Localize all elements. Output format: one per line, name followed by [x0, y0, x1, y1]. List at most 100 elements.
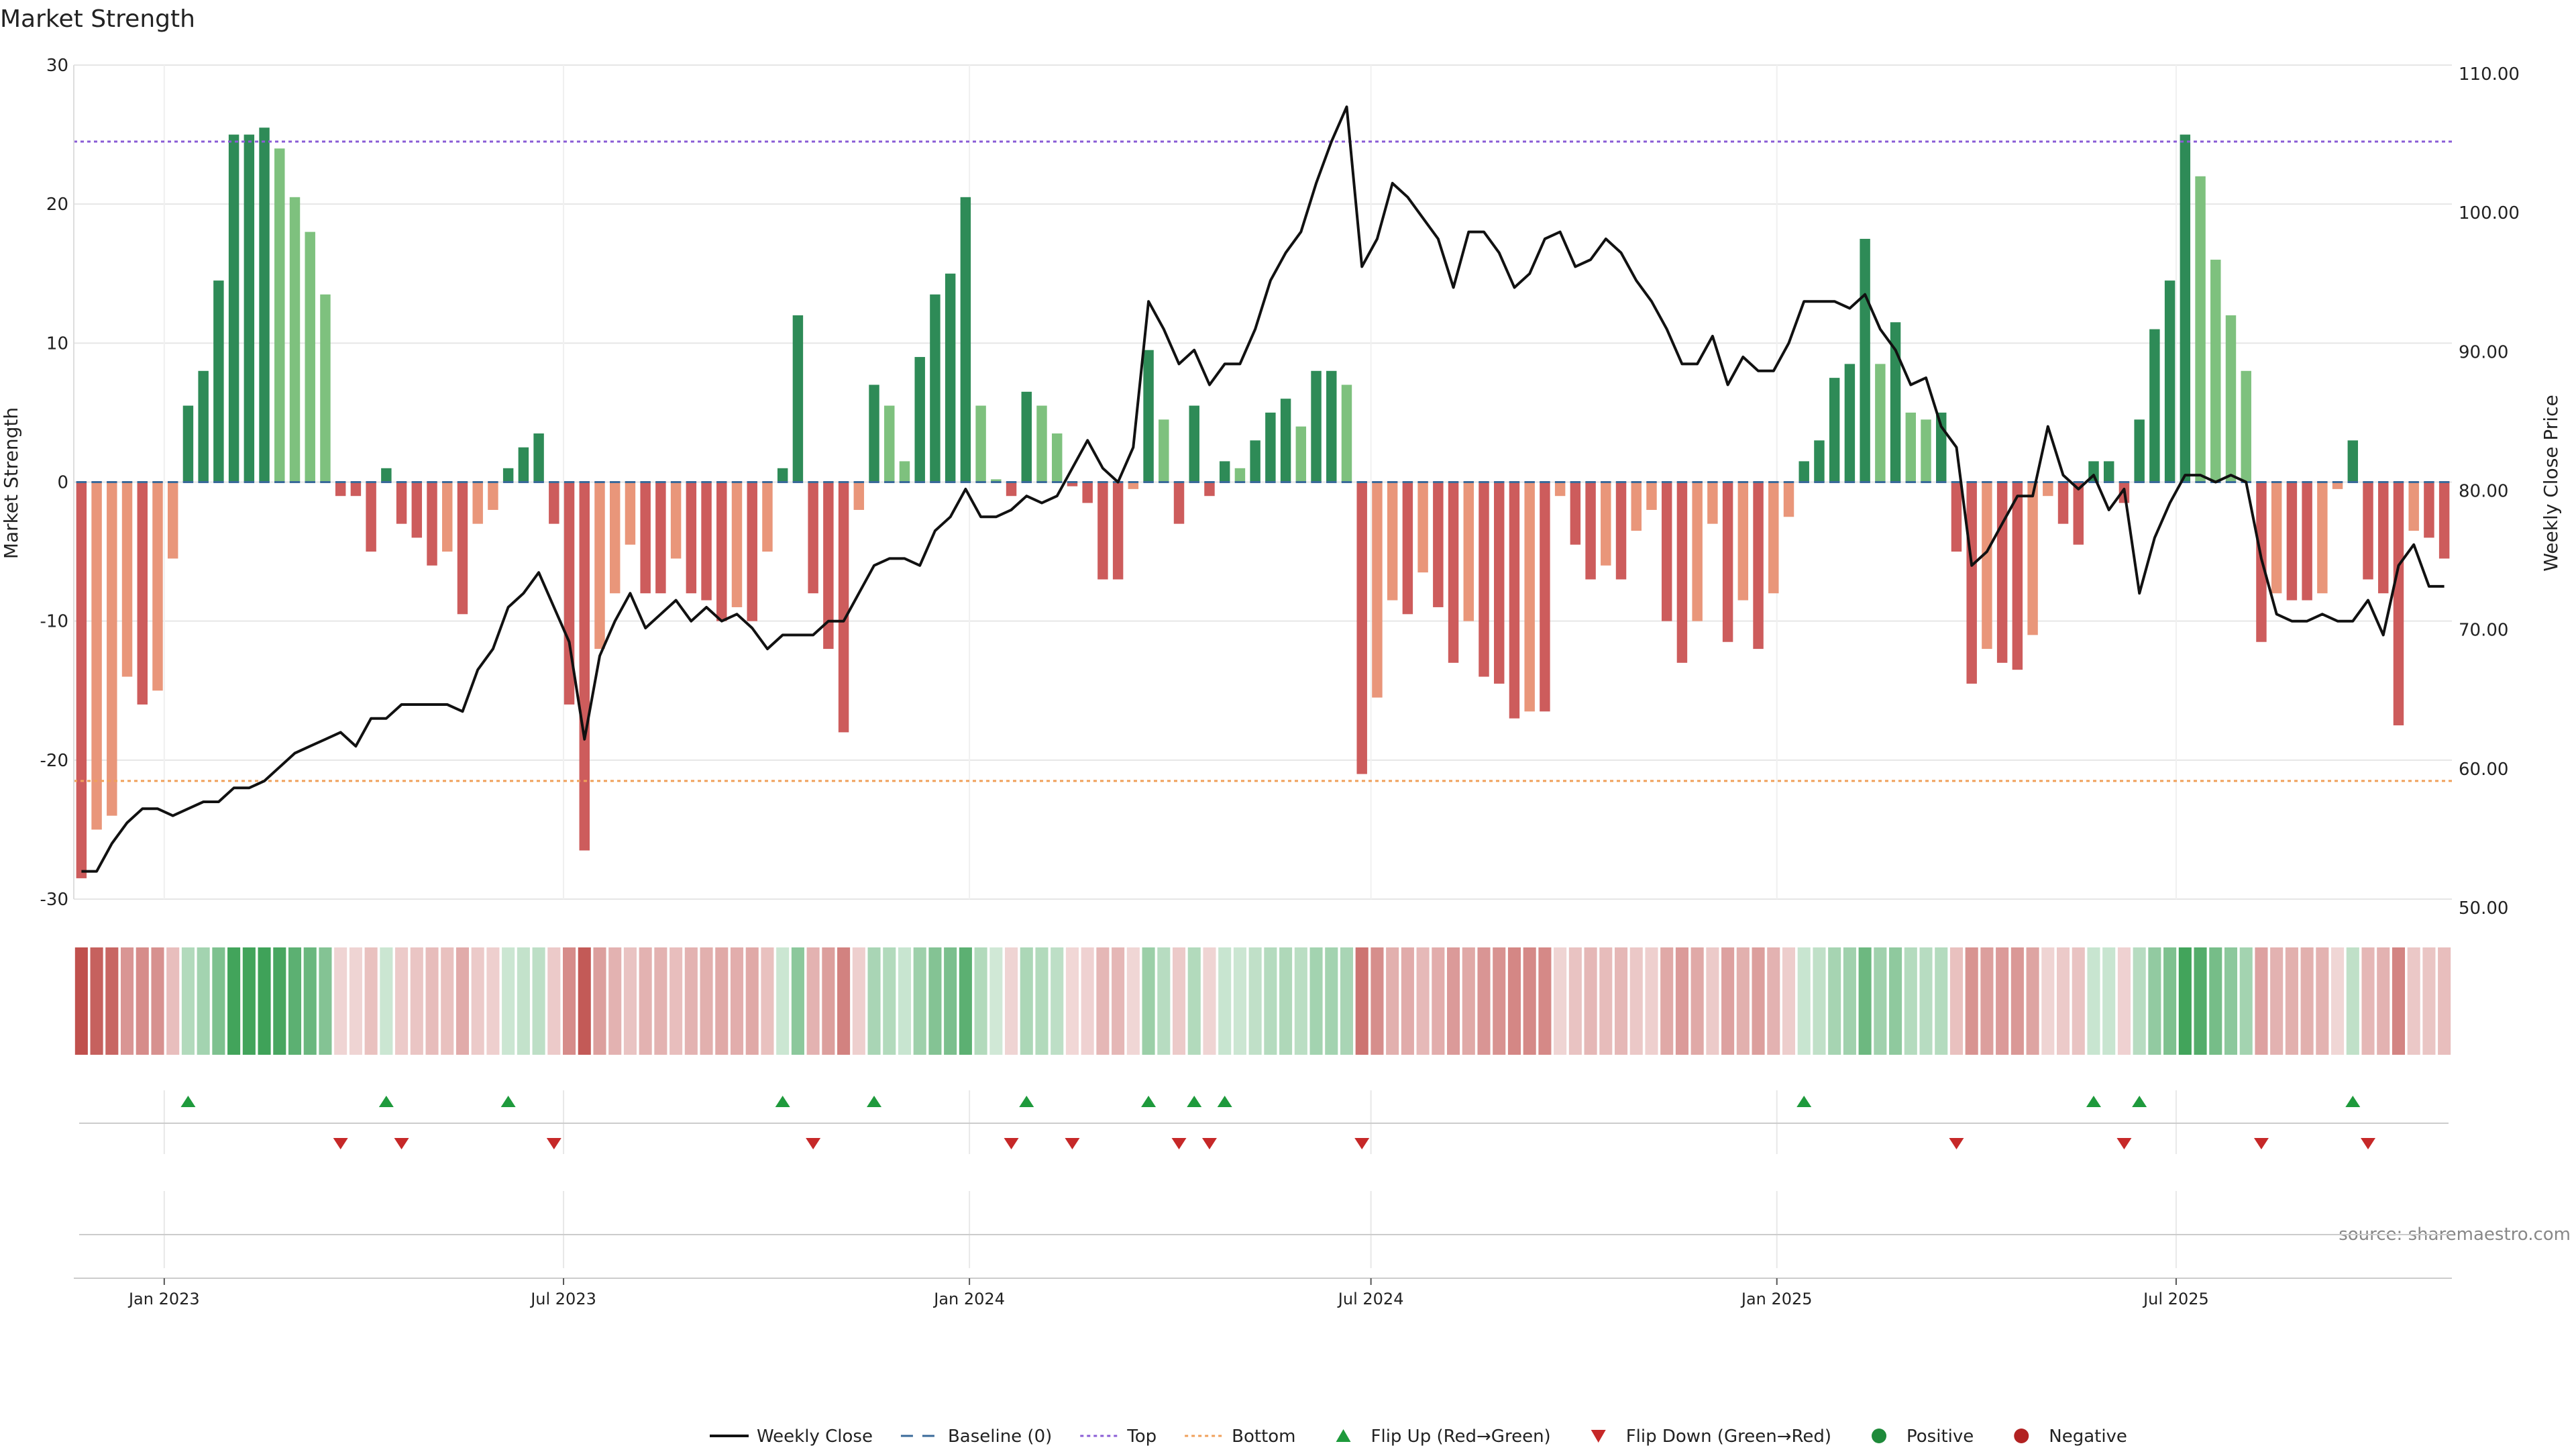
strength-bar	[1204, 482, 1215, 497]
strip-cell	[1752, 947, 1765, 1055]
weekly-close-line	[81, 105, 2445, 873]
y2-tick-label: 90.00	[2459, 342, 2508, 362]
strength-bar	[274, 148, 285, 482]
strip-cell	[654, 947, 667, 1055]
flip-down-marker	[1065, 1138, 1080, 1149]
strip-cell	[380, 947, 393, 1055]
strip-cell	[1675, 947, 1688, 1055]
strength-bar	[2378, 482, 2389, 594]
strength-bar	[1128, 482, 1139, 489]
strength-bar	[137, 482, 148, 705]
strip-cell	[2316, 947, 2329, 1055]
strength-bar	[91, 482, 102, 830]
strip-cell	[227, 947, 241, 1055]
strength-bar	[1951, 482, 1962, 552]
strip-cell	[822, 947, 835, 1055]
strip-cell	[1996, 947, 2009, 1055]
strip-cell	[791, 947, 804, 1055]
flip-up-marker	[1141, 1096, 1157, 1107]
strip-cell	[2300, 947, 2314, 1055]
strip-cell	[1690, 947, 1704, 1055]
y-tick-label: -10	[40, 612, 68, 632]
y2-tick-label: 80.00	[2459, 482, 2508, 502]
strip-cell	[2010, 947, 2024, 1055]
flip-down-marker	[2116, 1138, 2132, 1149]
strip-cell	[2239, 947, 2253, 1055]
y2-tick-label: 100.00	[2459, 203, 2520, 223]
legend-label: Weekly Close	[757, 1427, 873, 1447]
strip-cell	[441, 947, 454, 1055]
strength-bar	[1860, 238, 1870, 482]
strength-bar	[2363, 482, 2373, 580]
strength-bar	[1280, 399, 1291, 482]
strength-bar	[1615, 482, 1627, 580]
strength-bar	[762, 482, 773, 552]
strip-cell	[486, 947, 500, 1055]
strength-bar	[121, 482, 133, 677]
strip-cell	[1233, 947, 1246, 1055]
strip-cell	[2422, 947, 2436, 1055]
strength-bar	[1402, 482, 1413, 615]
strip-cell	[1949, 947, 1964, 1055]
y2-axis-label: Weekly Close Price	[2540, 395, 2562, 571]
strength-bars	[76, 127, 2450, 878]
strip-cell	[1614, 947, 1628, 1055]
y2-tick-label: 50.00	[2459, 898, 2508, 919]
strength-bar	[960, 197, 971, 482]
strip-cell	[455, 947, 470, 1055]
strip-cell	[1828, 947, 1841, 1055]
flip-down-marker	[394, 1138, 409, 1149]
flip-up-marker	[378, 1096, 394, 1107]
strip-cell	[2133, 947, 2146, 1055]
strength-bar	[1814, 440, 1825, 482]
y-tick-label: 30	[46, 56, 68, 76]
x-tick-label: Jan 2023	[127, 1290, 200, 1308]
flip-down-marker	[546, 1138, 561, 1149]
strip-cell	[2346, 947, 2359, 1055]
strength-bar	[594, 482, 605, 650]
strip-cell	[425, 947, 439, 1055]
strength-bar	[1509, 482, 1520, 719]
grid-lines	[74, 64, 2452, 1268]
strength-bar	[350, 482, 362, 497]
strip-cell	[90, 947, 103, 1055]
strip-cell	[1112, 947, 1125, 1055]
strength-bar	[1387, 482, 1398, 601]
flip-down-marker	[2361, 1138, 2376, 1149]
strip-cell	[2361, 947, 2375, 1055]
strip-cell	[2438, 947, 2451, 1055]
strength-bar	[518, 447, 529, 482]
strength-bar	[244, 134, 255, 482]
strip-cell	[334, 947, 347, 1055]
strength-bar	[1372, 482, 1383, 698]
strip-cell	[1142, 947, 1155, 1055]
strength-bar	[335, 482, 346, 497]
strength-bar	[1554, 482, 1566, 497]
strip-cell	[944, 947, 957, 1055]
strength-bar	[670, 482, 682, 559]
strength-bar	[1051, 433, 1063, 482]
strip-cell	[1355, 947, 1368, 1055]
strip-cell	[1935, 947, 1948, 1055]
strip-cell	[2194, 947, 2207, 1055]
x-tick-label: Jul 2025	[2142, 1290, 2209, 1308]
strip-cell	[1294, 947, 1307, 1055]
strength-bar	[1692, 482, 1703, 621]
strength-bar	[1189, 405, 1199, 482]
legend: Weekly Close Baseline (0) Top Bottom Flip Up…	[710, 1427, 2127, 1447]
strip-cell	[1065, 947, 1079, 1055]
strength-bar	[2012, 482, 2023, 670]
strip-cell	[1568, 947, 1582, 1055]
strip-cell	[1462, 947, 1475, 1055]
strip-cell	[1340, 947, 1354, 1055]
strength-bar	[1631, 482, 1642, 531]
strip-cell	[410, 947, 423, 1055]
strip-cell	[1401, 947, 1414, 1055]
strip-cell	[212, 947, 225, 1055]
strip-cell	[1904, 947, 1917, 1055]
strip-cell	[1126, 947, 1140, 1055]
y-tick-label: -30	[40, 890, 68, 910]
strip-cell	[1218, 947, 1232, 1055]
strip-cell	[1980, 947, 1994, 1055]
strip-cell	[242, 947, 256, 1055]
